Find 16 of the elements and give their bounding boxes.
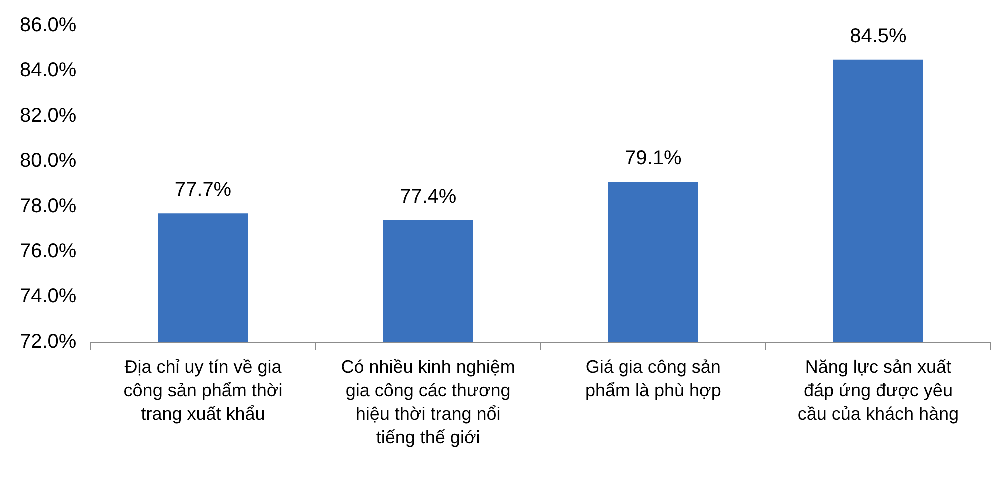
data-label: 84.5% xyxy=(850,25,908,48)
data-label: 79.1% xyxy=(625,147,682,170)
data-label: 77.7% xyxy=(174,179,232,202)
y-tick-label: 72.0% xyxy=(20,330,77,353)
y-tick-label: 74.0% xyxy=(20,286,77,308)
x-tick-label: Có nhiều kinh nghiệm gia công các thương hiệu thời trang nổi tiếng thế giới xyxy=(341,357,516,448)
y-tick-label: 84.0% xyxy=(20,60,77,82)
y-tick-label: 76.0% xyxy=(20,240,77,263)
y-tick-label: 80.0% xyxy=(20,150,77,172)
x-tick-label: Địa chỉ uy tín về gia công sản phẩm thời trang xuất khẩu xyxy=(124,357,283,424)
y-tick-label: 82.0% xyxy=(20,104,77,127)
y-tick-label: 86.0% xyxy=(20,14,77,37)
x-tick-label: Năng lực sản xuất đáp ứng được yêu cầu của khách hàng xyxy=(798,357,960,424)
x-tick-label: Giá gia công sản phẩm là phù hợp xyxy=(585,357,722,400)
y-tick-label: 78.0% xyxy=(20,195,77,218)
data-label: 77.4% xyxy=(400,186,457,208)
